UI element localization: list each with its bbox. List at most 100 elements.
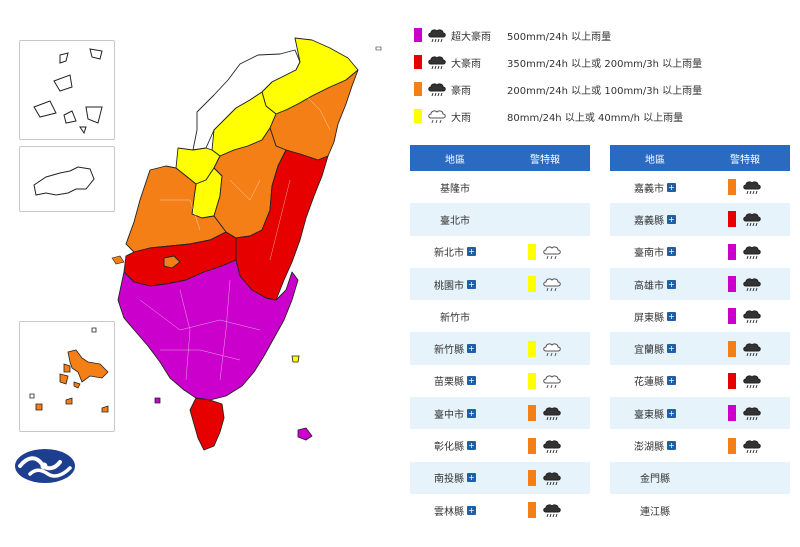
rain-outline-icon [543, 246, 561, 259]
area-cell[interactable]: 南投縣 + [410, 470, 500, 485]
expand-plus-icon[interactable]: + [467, 376, 476, 386]
inset-kinmen [19, 146, 115, 212]
storm-rain-icon [743, 439, 761, 453]
island-changhua-sand [111, 255, 125, 265]
warning-cell [500, 469, 590, 487]
island-keelung-islet [375, 46, 382, 51]
rain-outline-icon [543, 375, 561, 389]
expand-plus-icon[interactable]: + [467, 279, 476, 289]
warning-level-swatch [528, 340, 536, 357]
expand-plus-icon[interactable]: + [667, 344, 676, 354]
area-name: 澎湖縣 [634, 442, 664, 454]
storm-rain-icon [543, 472, 561, 485]
table-row: 彰化縣 + [410, 429, 590, 461]
legend-desc: 200mm/24h 以上或 100mm/3h 以上雨量 [507, 85, 703, 97]
storm-rain-icon [743, 246, 761, 259]
expand-plus-icon[interactable]: + [667, 441, 676, 451]
warning-level-swatch [728, 405, 736, 422]
area-name: 新竹市 [440, 312, 470, 324]
warning-level-swatch [528, 243, 536, 260]
legend-name: 豪雨 [451, 85, 471, 97]
warning-level-swatch [528, 405, 536, 422]
region-tainan-kaohsiung [117, 259, 299, 401]
legend-name: 大雨 [451, 112, 471, 124]
storm-rain-icon [743, 343, 761, 356]
legend-name: 大豪雨 [451, 58, 481, 70]
area-cell[interactable]: 屏東縣 + [610, 309, 700, 324]
area-cell[interactable]: 嘉義市 + [610, 180, 700, 195]
legend-item-heavy: 大雨 80mm/24h 以上或 40mm/h 以上雨量 [414, 106, 683, 126]
inset-penghu [19, 321, 115, 432]
area-cell[interactable]: 花蓮縣 + [610, 373, 700, 388]
warning-level-swatch [728, 308, 736, 325]
storm-rain-icon [428, 29, 446, 43]
island-orchid [297, 427, 313, 441]
warning-cell [500, 275, 590, 293]
region-pingtung [189, 397, 225, 451]
area-name: 臺中市 [434, 409, 464, 421]
warning-level-swatch [728, 211, 736, 228]
area-cell[interactable]: 宜蘭縣 + [610, 341, 700, 356]
expand-plus-icon[interactable]: + [467, 408, 476, 418]
area-cell[interactable]: 臺南市 + [610, 244, 700, 259]
area-name: 嘉義市 [634, 183, 664, 195]
table-row: 宜蘭縣 + [610, 332, 790, 365]
table-row: 臺東縣 + [610, 397, 790, 430]
expand-plus-icon[interactable]: + [467, 344, 476, 354]
area-cell[interactable]: 新竹縣 + [410, 341, 500, 356]
legend-item-torrential: 大豪雨 350mm/24h 以上或 200mm/3h 以上雨量 [414, 52, 702, 72]
area-cell[interactable]: 臺東縣 + [610, 406, 700, 421]
legend-swatch [414, 55, 422, 69]
expand-plus-icon[interactable]: + [667, 182, 676, 192]
area-cell: 連江縣 [610, 503, 700, 518]
expand-plus-icon[interactable]: + [467, 473, 476, 483]
warning-cell [500, 404, 590, 422]
area-cell[interactable]: 彰化縣 + [410, 438, 500, 453]
table-row: 臺南市 + [610, 236, 790, 268]
area-cell[interactable]: 新北市 + [410, 244, 500, 259]
warning-cell [700, 178, 790, 196]
expand-plus-icon[interactable]: + [467, 505, 476, 515]
expand-plus-icon[interactable]: + [667, 214, 676, 224]
storm-rain-icon [543, 407, 561, 421]
legend-desc: 500mm/24h 以上雨量 [507, 31, 612, 43]
table-header: 地區 警特報 [610, 145, 790, 171]
island-liuqiu [154, 397, 161, 404]
expand-plus-icon[interactable]: + [667, 376, 676, 386]
legend-desc: 80mm/24h 以上或 40mm/h 以上雨量 [507, 112, 684, 124]
warning-cell [700, 372, 790, 390]
warning-level-swatch [728, 340, 736, 357]
warning-level-swatch [728, 243, 736, 260]
table-row: 基隆市 [410, 171, 590, 203]
warning-cell [700, 404, 790, 422]
taiwan-warning-map [111, 37, 382, 451]
area-cell[interactable]: 雲林縣 + [410, 503, 500, 518]
area-cell[interactable]: 苗栗縣 + [410, 373, 500, 388]
table-row: 南投縣 + [410, 461, 590, 494]
expand-plus-icon[interactable]: + [667, 279, 676, 289]
area-cell[interactable]: 高雄市 + [610, 277, 700, 292]
area-cell[interactable]: 澎湖縣 + [610, 438, 700, 453]
storm-rain-icon [543, 504, 561, 518]
storm-rain-icon [743, 407, 761, 421]
expand-plus-icon[interactable]: + [667, 247, 676, 257]
storm-rain-icon [743, 278, 761, 292]
area-name: 金門縣 [640, 474, 670, 486]
table-row: 臺中市 + [410, 397, 590, 430]
region-chiayi-city [163, 255, 181, 269]
storm-rain-icon [743, 310, 761, 324]
expand-plus-icon[interactable]: + [667, 408, 676, 418]
expand-plus-icon[interactable]: + [467, 441, 476, 451]
area-name: 高雄市 [634, 280, 664, 292]
warning-level-swatch [728, 276, 736, 293]
warning-cell [700, 340, 790, 358]
area-name: 雲林縣 [434, 506, 464, 518]
table-row: 澎湖縣 + [610, 429, 790, 461]
warning-level-swatch [528, 437, 536, 454]
area-cell[interactable]: 桃園市 + [410, 277, 500, 292]
area-cell[interactable]: 嘉義縣 + [610, 212, 700, 227]
area-name: 彰化縣 [434, 442, 464, 454]
area-cell[interactable]: 臺中市 + [410, 406, 500, 421]
expand-plus-icon[interactable]: + [667, 311, 676, 321]
expand-plus-icon[interactable]: + [467, 247, 476, 257]
